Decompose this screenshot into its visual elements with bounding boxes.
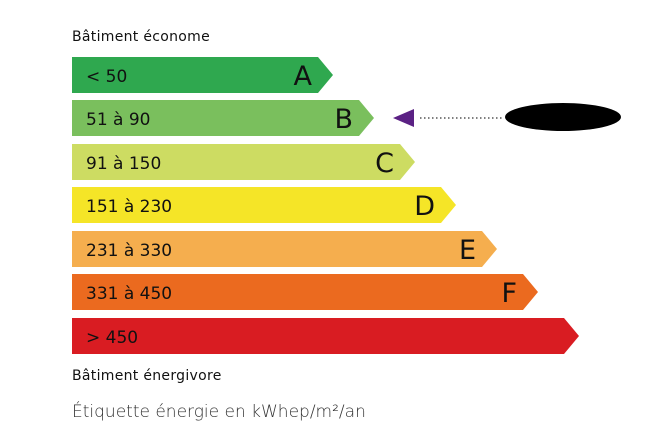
class-range: 151 à 230 bbox=[86, 197, 172, 217]
energy-class-d: 151 à 230 D bbox=[72, 187, 456, 223]
class-range: 51 à 90 bbox=[86, 110, 151, 130]
class-range: 331 à 450 bbox=[86, 284, 172, 304]
class-bar bbox=[72, 187, 456, 223]
class-bar bbox=[72, 100, 374, 136]
class-range: > 450 bbox=[86, 328, 138, 348]
class-letter: D bbox=[414, 191, 435, 222]
class-letter: C bbox=[375, 148, 394, 179]
class-range: 91 à 150 bbox=[86, 154, 161, 174]
energy-class-f: 331 à 450 F bbox=[72, 274, 538, 310]
energy-class-g: > 450 bbox=[72, 318, 579, 354]
caption: Étiquette énergie en kWhep/m²/an bbox=[72, 402, 366, 422]
header-label: Bâtiment économe bbox=[72, 29, 210, 45]
class-range: 231 à 330 bbox=[86, 241, 172, 261]
class-bar bbox=[72, 57, 333, 93]
energy-class-e: 231 à 330 E bbox=[72, 231, 497, 267]
class-bar bbox=[72, 144, 415, 180]
energy-class-b: 51 à 90 B bbox=[72, 100, 374, 136]
class-bar bbox=[72, 231, 497, 267]
redacted-value bbox=[505, 103, 621, 131]
class-letter: F bbox=[501, 278, 517, 309]
class-range: < 50 bbox=[86, 67, 127, 87]
class-bar bbox=[72, 318, 579, 354]
class-letter: A bbox=[294, 61, 313, 92]
indicator-arrow-icon bbox=[393, 109, 414, 127]
class-letter: E bbox=[459, 235, 476, 266]
class-letter: B bbox=[334, 104, 353, 135]
energy-class-c: 91 à 150 C bbox=[72, 144, 415, 180]
footer-label: Bâtiment énergivore bbox=[72, 368, 222, 384]
energy-class-a: < 50 A bbox=[72, 57, 333, 93]
class-bar bbox=[72, 274, 538, 310]
current-class-indicator bbox=[393, 103, 621, 131]
